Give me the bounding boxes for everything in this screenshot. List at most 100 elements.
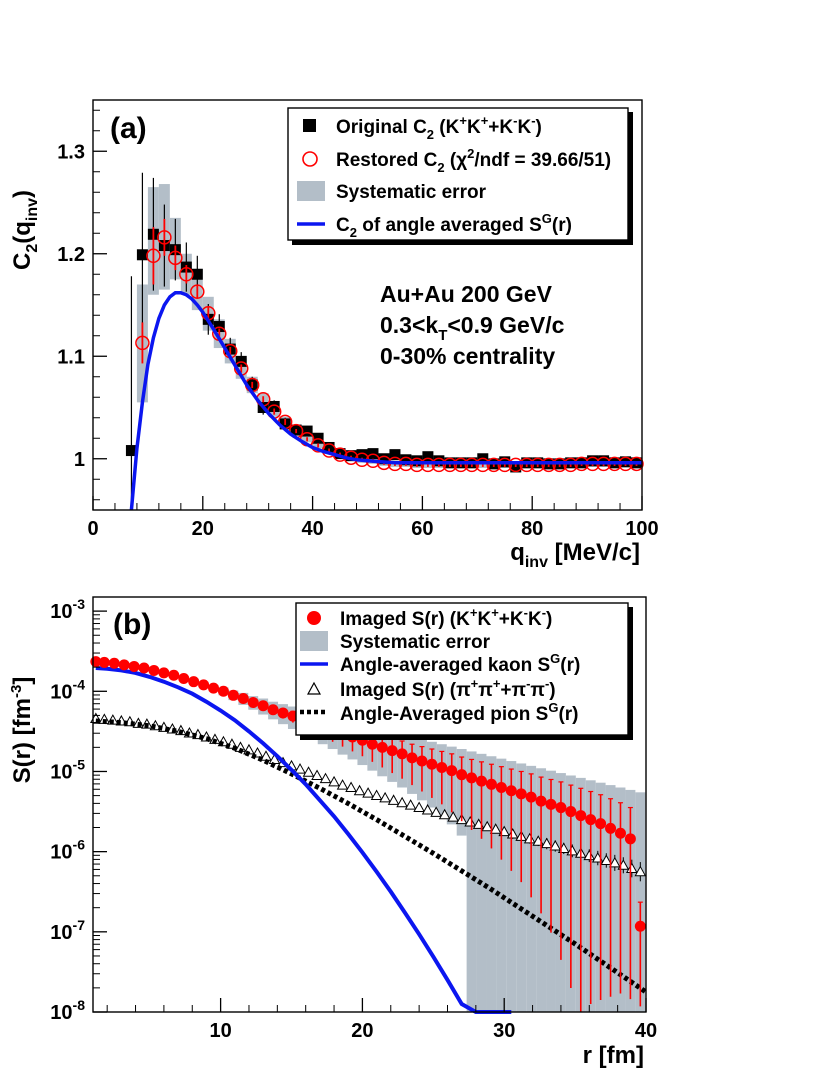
kaon-point [426, 758, 438, 770]
legend-a-original: Original C2 (K+K++K-K-) [336, 113, 542, 142]
pion-point [506, 827, 519, 839]
restored-point [464, 457, 480, 473]
panel-a: 0 20 40 60 80 100 1 1.1 1.2 1.3 (a) C2(qinv) qinv… [9, 99, 659, 571]
kaon-point [267, 704, 279, 716]
y-tick-label: 10-6 [50, 837, 85, 864]
restored-point [168, 250, 183, 266]
kaon-point [198, 679, 210, 691]
restored-point [146, 248, 161, 264]
restored-point [190, 284, 205, 299]
original-point [136, 249, 148, 261]
y-tick-exponent: -5 [73, 756, 86, 772]
kaon-point [466, 772, 478, 784]
original-point [301, 425, 313, 437]
original-point [389, 449, 401, 461]
y-tick-label: 1.2 [57, 244, 85, 266]
c2-angle-averaged-curve [129, 290, 642, 511]
x-tick-label: 40 [301, 518, 323, 540]
pion-point [387, 794, 400, 805]
restored-point [475, 457, 491, 473]
x-tick-label: 30 [493, 1020, 515, 1042]
kaon-point [634, 920, 646, 932]
legend-grey-band [297, 181, 325, 201]
original-point [125, 445, 137, 457]
panel-a-legend: Original C2 (K+K++K-K-) Restored C2 (χ2/… [287, 107, 633, 245]
restored-point [135, 335, 150, 351]
y-tick-label: 10-4 [50, 676, 85, 703]
legend-circle-marker [302, 151, 318, 167]
kaon-point [118, 659, 130, 671]
legend-shadow [628, 112, 633, 244]
pion-point [430, 806, 442, 817]
kaon-point [188, 676, 200, 688]
y-tick-label: 10-3 [50, 596, 85, 623]
legend-red-dot-marker [307, 611, 321, 625]
y-tick-exponent: -3 [73, 596, 86, 612]
panel-a-ticks: 0 20 40 60 80 100 1 1.1 1.2 1.3 [57, 109, 659, 540]
legend-b-kaon-imaged: Imaged S(r) (K+K++K-K-) [340, 605, 552, 630]
kaon-point [227, 689, 239, 701]
syst-band-box [486, 756, 497, 1012]
restored-point [541, 457, 556, 473]
legend-shadow [628, 607, 633, 739]
x-tick-label: 80 [521, 518, 543, 540]
restored-point [179, 267, 194, 282]
panel-b-plot-area [89, 656, 648, 1014]
restored-point [530, 457, 545, 473]
x-tick-label: 10 [209, 1020, 231, 1042]
kaon-point [128, 660, 140, 672]
restored-point [453, 457, 469, 473]
y-tick-base: 10 [50, 681, 72, 703]
annotation-collision: Au+Au 200 GeV [380, 281, 553, 307]
pion-point [421, 803, 434, 815]
pion-point [438, 808, 451, 820]
kaon-point [247, 697, 259, 709]
kaon-point [277, 707, 289, 719]
panel-b-legend: Imaged S(r) (K+K++K-K-) Systematic error… [295, 602, 633, 740]
syst-band-box [516, 763, 527, 1012]
x-tick-label: 20 [351, 1020, 373, 1042]
kaon-point [217, 685, 229, 697]
kaon-point [505, 785, 517, 797]
x-tick-label: 60 [411, 518, 433, 540]
original-point [323, 441, 335, 453]
original-point [433, 455, 445, 467]
pion-point [625, 862, 638, 873]
panel-a-ylabel: C2(qinv) [9, 190, 41, 270]
restored-point [519, 457, 534, 473]
y-tick-label: 10-7 [50, 917, 85, 944]
kaon-point [515, 788, 527, 800]
pion-point [311, 769, 323, 780]
kaon-point [168, 669, 180, 681]
pion-point [464, 815, 477, 827]
y-tick-exponent: -7 [73, 917, 86, 933]
legend-triangle-marker [306, 681, 322, 695]
legend-box [295, 602, 629, 736]
pion-point [353, 784, 366, 796]
original-point [598, 455, 610, 467]
panel-b-xlabel: r [fm] [583, 1042, 644, 1069]
panel-a-frame [92, 99, 643, 511]
pion-angle-averaged-curve [95, 718, 648, 995]
kaon-angle-averaged-curve [95, 666, 512, 1014]
panel-b-ylabel: S(r) [fm-3] [8, 677, 36, 784]
kaon-point [624, 833, 636, 845]
legend-shadow [300, 735, 633, 740]
kaon-point [495, 782, 507, 794]
pion-point [319, 772, 332, 784]
pion-point [489, 823, 502, 834]
pion-point [370, 789, 383, 801]
legend-b-syst: Systematic error [340, 632, 491, 653]
pion-point [302, 766, 315, 777]
kaon-point [565, 806, 577, 818]
pion-point [523, 832, 536, 844]
panel-a-plot-area [125, 172, 644, 511]
pion-point [396, 796, 408, 808]
kaon-point [237, 693, 249, 705]
restored-point [442, 457, 458, 473]
original-point [378, 453, 390, 465]
legend-a-c2-angle: C2 of angle averaged SG(r) [336, 211, 572, 240]
